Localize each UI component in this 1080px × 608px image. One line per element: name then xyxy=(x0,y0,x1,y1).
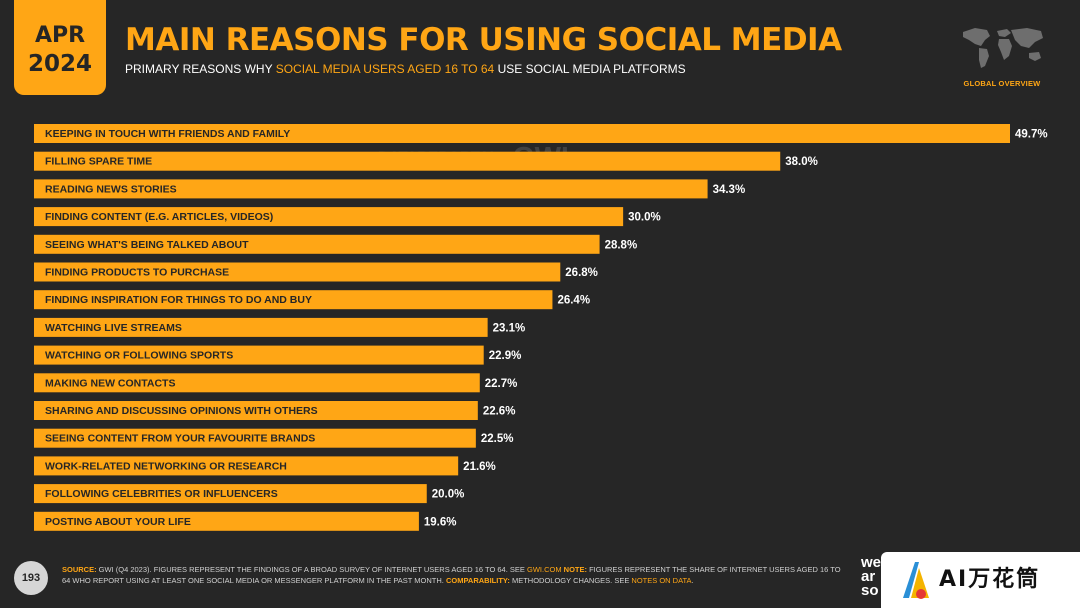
source-text: GWI (Q4 2023). FIGURES REPRESENT THE FIN… xyxy=(96,565,527,574)
global-overview-label: GLOBAL OVERVIEW xyxy=(963,79,1041,88)
bar-value-1: 49.7% xyxy=(1015,129,1048,141)
was-line-3: so xyxy=(861,582,879,599)
badge-month: APR xyxy=(34,23,86,48)
bar-label-12: SEEING CONTENT FROM YOUR FAVOURITE BRAND… xyxy=(45,433,315,445)
page-subtitle: PRIMARY REASONS WHY SOCIAL MEDIA USERS A… xyxy=(125,62,686,76)
bar-3 xyxy=(34,179,708,199)
bar-2 xyxy=(34,151,781,171)
bar-label-3: READING NEWS STORIES xyxy=(45,183,177,195)
comparability-label: COMPARABILITY: xyxy=(445,576,510,585)
source-label: SOURCE: xyxy=(62,565,97,574)
bar-12 xyxy=(34,428,476,448)
bar-value-15: 19.6% xyxy=(424,516,457,528)
bar-value-5: 28.8% xyxy=(605,239,638,251)
bar-7 xyxy=(34,290,553,310)
bar-label-7: FINDING INSPIRATION FOR THINGS TO DO AND… xyxy=(45,294,312,306)
note-label: NOTE: xyxy=(561,565,587,574)
bar-1 xyxy=(34,124,1010,143)
bar-value-2: 38.0% xyxy=(785,156,818,168)
bar-label-8: WATCHING LIVE STREAMS xyxy=(45,322,182,334)
bar-value-7: 26.4% xyxy=(557,295,590,307)
bar-label-14: FOLLOWING CELEBRITIES OR INFLUENCERS xyxy=(45,488,278,500)
bar-label-15: POSTING ABOUT YOUR LIFE xyxy=(45,516,191,528)
corner-logo: AI万花筒 xyxy=(881,552,1080,608)
bar-15 xyxy=(34,511,419,531)
we-are-social-logo: we ar so xyxy=(861,554,891,599)
bar-4 xyxy=(34,207,624,227)
bar-6 xyxy=(34,262,561,282)
bar-label-10: MAKING NEW CONTACTS xyxy=(45,377,175,389)
page-number: 193 xyxy=(14,561,48,595)
footer-notes: SOURCE: GWI (Q4 2023). FIGURES REPRESENT… xyxy=(62,564,842,586)
bar-value-11: 22.6% xyxy=(483,406,516,418)
bar-value-3: 34.3% xyxy=(713,184,746,196)
bar-label-1: KEEPING IN TOUCH WITH FRIENDS AND FAMILY xyxy=(45,128,290,140)
bar-label-4: FINDING CONTENT (E.G. ARTICLES, VIDEOS) xyxy=(45,211,273,223)
bar-13 xyxy=(34,456,459,476)
bar-label-9: WATCHING OR FOLLOWING SPORTS xyxy=(45,350,233,362)
bar-value-9: 22.9% xyxy=(489,350,522,362)
bar-label-2: FILLING SPARE TIME xyxy=(45,156,152,168)
date-badge: APR 2024 xyxy=(14,0,106,95)
bar-9 xyxy=(34,345,484,365)
corner-logo-text: AI万花筒 xyxy=(939,567,1041,592)
world-map-icon xyxy=(963,28,1043,68)
bar-value-6: 26.8% xyxy=(565,267,598,279)
bar-value-8: 23.1% xyxy=(493,322,526,334)
was-line-1: we xyxy=(861,554,882,571)
bar-label-5: SEEING WHAT'S BEING TALKED ABOUT xyxy=(45,239,249,251)
bar-label-11: SHARING AND DISCUSSING OPINIONS WITH OTH… xyxy=(45,405,318,417)
bar-value-13: 21.6% xyxy=(463,461,496,473)
footer-end: . xyxy=(691,576,694,585)
bar-10 xyxy=(34,373,480,393)
notes-link[interactable]: NOTES ON DATA xyxy=(631,576,692,585)
badge-year: 2024 xyxy=(27,51,92,77)
page-title: MAIN REASONS FOR USING SOCIAL MEDIA xyxy=(125,22,842,58)
bar-label-6: FINDING PRODUCTS TO PURCHASE xyxy=(45,267,229,279)
subtitle-pre: PRIMARY REASONS WHY xyxy=(125,62,276,76)
kaleidoscope-logo-icon xyxy=(903,562,929,599)
subtitle-highlight: SOCIAL MEDIA USERS AGED 16 TO 64 xyxy=(275,62,495,76)
bar-value-12: 22.5% xyxy=(481,433,514,445)
bar-value-10: 22.7% xyxy=(485,378,518,390)
bar-value-14: 20.0% xyxy=(432,489,465,501)
comparability-text: METHODOLOGY CHANGES. SEE xyxy=(509,576,632,585)
subtitle-post: USE SOCIAL MEDIA PLATFORMS xyxy=(494,62,686,76)
was-line-2: ar xyxy=(861,568,876,585)
bar-8 xyxy=(34,317,488,337)
bar-14 xyxy=(34,484,427,504)
bar-11 xyxy=(34,401,478,420)
bar-5 xyxy=(34,234,600,254)
bar-value-4: 30.0% xyxy=(628,212,661,224)
note-text: FIGURES REPRESENT THE SHARE OF INTERNET … xyxy=(62,565,841,585)
source-link[interactable]: GWI.COM xyxy=(527,565,562,574)
bar-label-13: WORK-RELATED NETWORKING OR RESEARCH xyxy=(45,460,287,472)
